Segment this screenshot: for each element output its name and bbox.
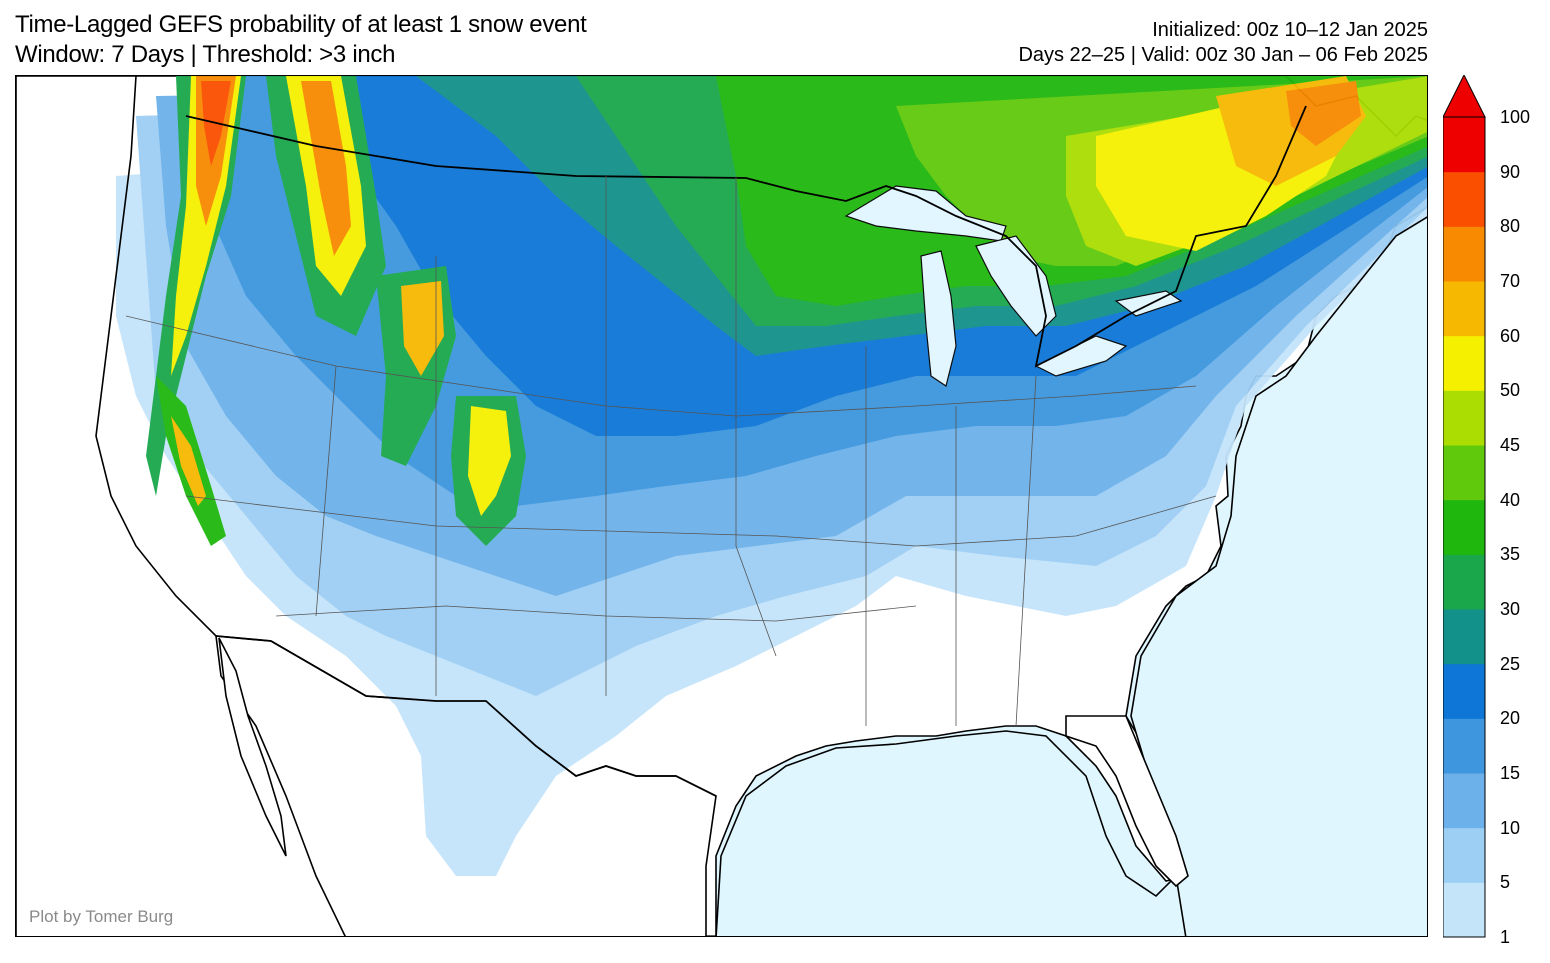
contour-70	[1286, 81, 1361, 146]
colorbar-tick-label: 90	[1500, 161, 1521, 182]
colorbar-swatch	[1443, 117, 1485, 173]
us-canada-border	[185, 105, 1307, 368]
atlantic-water	[1131, 217, 1427, 936]
state-lines	[125, 176, 1217, 727]
colorbar-swatch	[1443, 226, 1485, 282]
colorbar-swatch	[1443, 335, 1485, 391]
colorbar-swatch	[1443, 827, 1485, 883]
rockies-central-core	[401, 281, 444, 376]
map-title: Time-Lagged GEFS probability of at least…	[15, 11, 587, 38]
colorado-core	[468, 406, 511, 516]
title-block: Time-Lagged GEFS probability of at least…	[15, 10, 587, 70]
info-block: Initialized: 00z 10–12 Jan 2025 Days 22–…	[1018, 18, 1428, 68]
colorbar-tick-label: 20	[1500, 708, 1521, 729]
lake-superior	[844, 185, 1007, 242]
florida-peninsula	[1065, 715, 1189, 888]
colorbar-swatch	[1443, 499, 1485, 555]
sierra-core	[171, 416, 206, 506]
colorbar-swatch	[1443, 390, 1485, 446]
lake-michigan	[920, 250, 957, 387]
gulf-of-mexico	[715, 730, 1187, 936]
probability-map	[16, 76, 1427, 936]
rockies-north-peak	[301, 81, 351, 256]
colorbar-tick-label: 40	[1500, 489, 1521, 510]
colorbar-tick-label: 45	[1500, 435, 1521, 455]
probability-shading	[116, 76, 1427, 876]
colorbar-tick-label: 1	[1500, 927, 1511, 947]
colorbar-tick-label: 50	[1500, 380, 1521, 401]
plot-credit: Plot by Tomer Burg	[29, 907, 174, 926]
colorbar-swatch	[1443, 718, 1485, 774]
colorbar-tick-label: 25	[1500, 653, 1521, 674]
init-time: Initialized: 00z 10–12 Jan 2025	[1152, 19, 1428, 41]
colorbar-swatch	[1443, 663, 1485, 719]
colorbar-swatch	[1443, 882, 1485, 938]
lake-huron	[975, 235, 1057, 337]
colorbar-extend-arrow	[1443, 75, 1486, 118]
colorbar-tick-label: 10	[1500, 817, 1521, 838]
colorbar-tick-label: 60	[1500, 325, 1521, 346]
colorbar-tick-label: 30	[1500, 599, 1521, 619]
colorbar-swatch	[1443, 171, 1485, 227]
colorbar-tick-label: 100	[1500, 107, 1531, 127]
colorbar	[1443, 75, 1486, 938]
baja-peninsula	[218, 637, 287, 857]
colorbar-swatch	[1443, 609, 1485, 665]
colorbar-tick-label: 70	[1500, 271, 1521, 291]
pacific-coastline	[95, 76, 217, 637]
map-panel	[15, 75, 1428, 937]
colorbar-swatch	[1443, 445, 1485, 501]
colorbar-tick-label: 35	[1500, 544, 1521, 565]
colorbar-swatch	[1443, 773, 1485, 829]
colorbar-tick-label: 80	[1500, 216, 1521, 237]
colorbar-swatch	[1443, 281, 1485, 337]
us-mexico-border	[215, 635, 717, 797]
valid-time: Days 22–25 | Valid: 00z 30 Jan – 06 Feb …	[1018, 44, 1428, 66]
colorbar-tick-label: 5	[1500, 872, 1511, 893]
colorbar-swatch	[1443, 554, 1485, 610]
atlantic-coastline	[1130, 216, 1427, 877]
map-subtitle: Window: 7 Days | Threshold: >3 inch	[15, 41, 396, 68]
colorbar-tick-label: 15	[1500, 763, 1521, 783]
